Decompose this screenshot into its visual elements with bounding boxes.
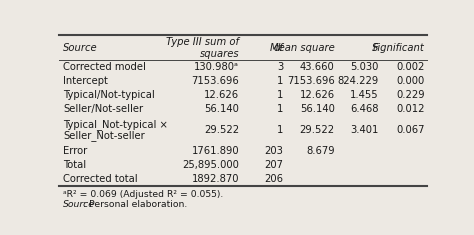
Text: Mean square: Mean square <box>270 43 335 53</box>
Text: 0.000: 0.000 <box>397 76 425 86</box>
Text: 29.522: 29.522 <box>300 125 335 135</box>
Text: 206: 206 <box>264 174 283 184</box>
Text: 12.626: 12.626 <box>300 90 335 100</box>
Text: Error: Error <box>63 146 87 156</box>
Text: : Personal elaboration.: : Personal elaboration. <box>83 200 188 209</box>
Text: Source: Source <box>63 43 98 53</box>
Text: 12.626: 12.626 <box>204 90 239 100</box>
Text: 130.980ᵃ: 130.980ᵃ <box>194 63 239 72</box>
Text: Corrected total: Corrected total <box>63 174 137 184</box>
Text: Seller/Not-seller: Seller/Not-seller <box>63 104 143 114</box>
Text: 1892.870: 1892.870 <box>192 174 239 184</box>
Text: Source: Source <box>63 200 95 209</box>
Text: 1: 1 <box>277 125 283 135</box>
Text: ᵃR² = 0.069 (Adjusted R² = 0.055).: ᵃR² = 0.069 (Adjusted R² = 0.055). <box>63 190 223 199</box>
Text: df: df <box>273 43 283 53</box>
Text: 203: 203 <box>264 146 283 156</box>
Text: 8.679: 8.679 <box>306 146 335 156</box>
Text: 7153.696: 7153.696 <box>287 76 335 86</box>
Text: F: F <box>373 43 379 53</box>
Text: 1: 1 <box>277 104 283 114</box>
Text: 0.012: 0.012 <box>396 104 425 114</box>
Text: 824.229: 824.229 <box>337 76 379 86</box>
Text: 25,895.000: 25,895.000 <box>182 160 239 170</box>
Text: Corrected model: Corrected model <box>63 63 146 72</box>
Text: 0.067: 0.067 <box>396 125 425 135</box>
Text: Total: Total <box>63 160 86 170</box>
Text: 56.140: 56.140 <box>204 104 239 114</box>
Text: 1: 1 <box>277 76 283 86</box>
Text: Seller_Not-seller: Seller_Not-seller <box>63 130 145 141</box>
Text: 43.660: 43.660 <box>300 63 335 72</box>
Text: 7153.696: 7153.696 <box>191 76 239 86</box>
Text: 5.030: 5.030 <box>350 63 379 72</box>
Text: Significant: Significant <box>372 43 425 53</box>
Text: 29.522: 29.522 <box>204 125 239 135</box>
Text: 3.401: 3.401 <box>350 125 379 135</box>
Text: 1: 1 <box>277 90 283 100</box>
Text: 6.468: 6.468 <box>350 104 379 114</box>
Text: 56.140: 56.140 <box>300 104 335 114</box>
Text: Typical_Not-typical ×: Typical_Not-typical × <box>63 119 168 130</box>
Text: 207: 207 <box>264 160 283 170</box>
Text: 1.455: 1.455 <box>350 90 379 100</box>
Text: Typical/Not-typical: Typical/Not-typical <box>63 90 155 100</box>
Text: 1761.890: 1761.890 <box>191 146 239 156</box>
Text: Intercept: Intercept <box>63 76 108 86</box>
Text: 0.002: 0.002 <box>396 63 425 72</box>
Text: 3: 3 <box>277 63 283 72</box>
Text: 0.229: 0.229 <box>396 90 425 100</box>
Text: Type III sum of
squares: Type III sum of squares <box>166 37 239 59</box>
